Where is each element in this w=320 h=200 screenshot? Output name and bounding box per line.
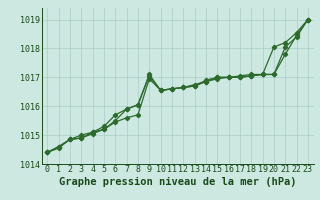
X-axis label: Graphe pression niveau de la mer (hPa): Graphe pression niveau de la mer (hPa)	[59, 177, 296, 187]
